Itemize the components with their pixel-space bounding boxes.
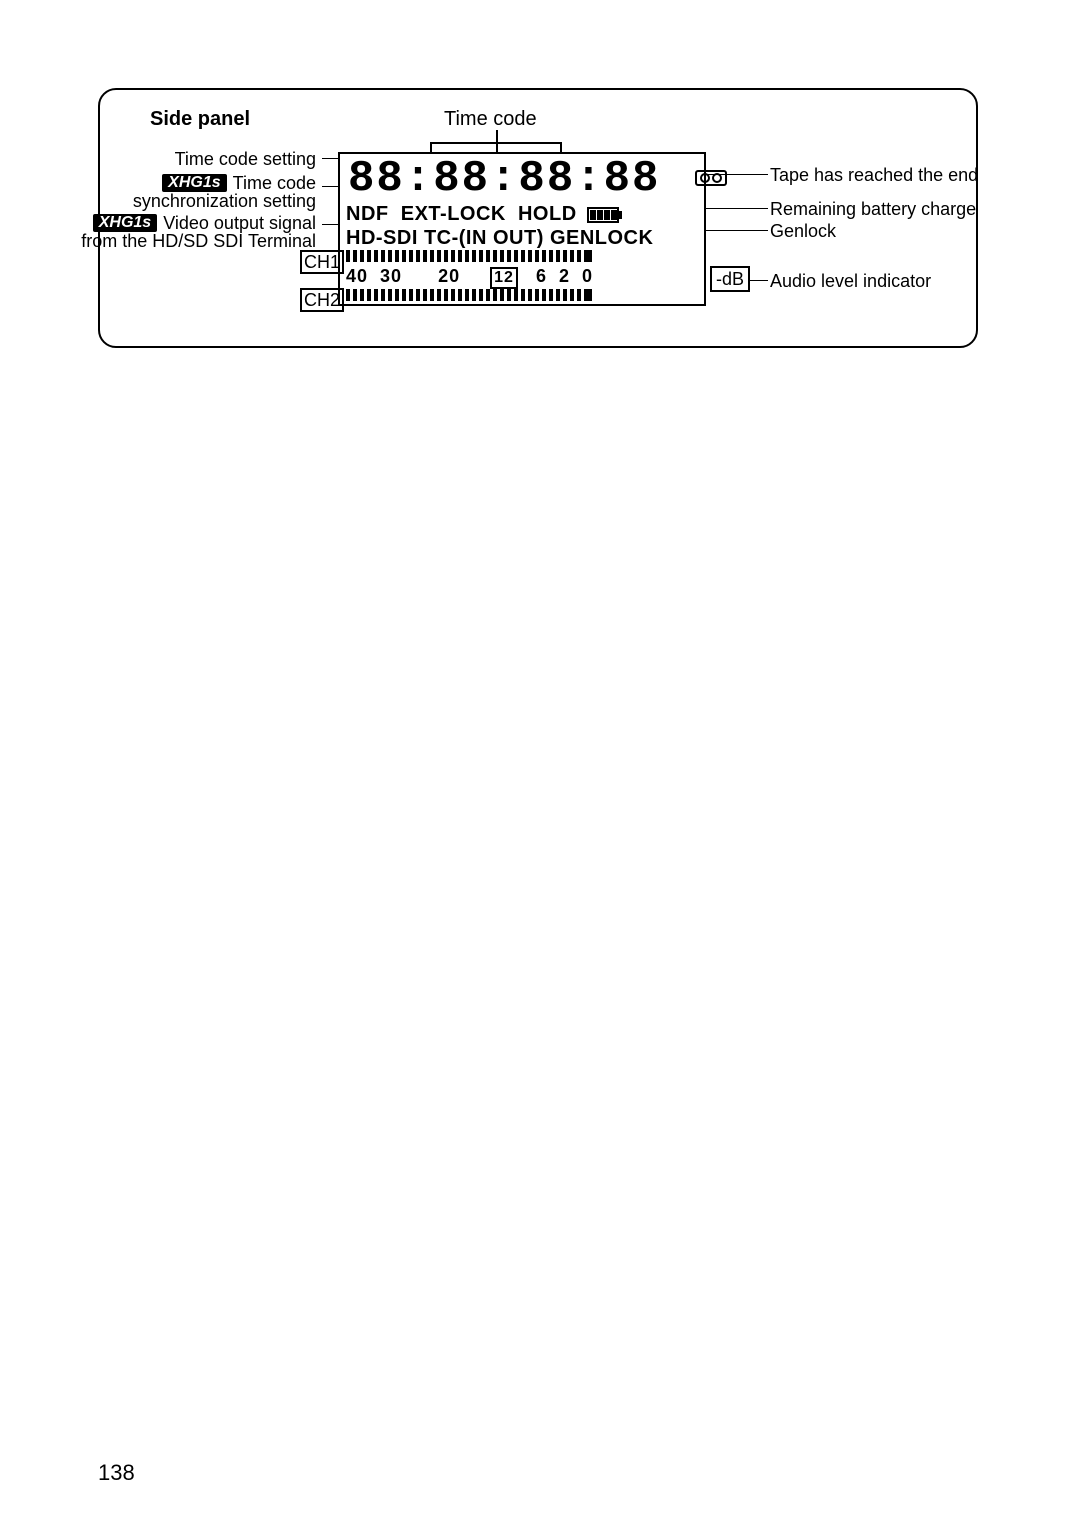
lcd-status-line2: HD-SDI TC-(IN OUT) GENLOCK — [340, 226, 704, 250]
lcd-display: 88:88:88:88 NDF EXT-LOCK HOLD — [338, 152, 706, 306]
leader-line — [322, 224, 340, 225]
leader-line — [322, 186, 340, 187]
leader-line — [430, 142, 432, 152]
audio-meter-ch1 — [340, 250, 704, 265]
label-timecode-setting: Time code setting — [175, 148, 316, 170]
label-video-out-line2: from the HD/SD SDI Terminal — [81, 230, 316, 252]
audio-scale: 40 30 20 12 6 2 0 — [340, 265, 704, 289]
lcd-status-line1: NDF EXT-LOCK HOLD — [340, 202, 704, 226]
label-tc-sync-line2: synchronization setting — [133, 190, 316, 212]
leader-line — [560, 142, 562, 152]
lcd-tc-inout: TC-(IN OUT) — [424, 227, 544, 249]
page-sheet: Side panel Time code Time code setting X… — [0, 0, 1080, 1526]
scale-0: 0 — [582, 266, 593, 286]
scale-6: 6 — [536, 266, 547, 286]
audio-meter-ch2 — [340, 289, 704, 304]
lcd-hold: HOLD — [518, 203, 577, 225]
page-number: 138 — [98, 1460, 135, 1486]
lcd-ndf: NDF — [346, 203, 389, 225]
scale-2: 2 — [559, 266, 570, 286]
leader-line — [748, 280, 768, 281]
lcd-hdsdi: HD-SDI — [346, 227, 418, 249]
side-panel-diagram: Side panel Time code Time code setting X… — [98, 88, 978, 348]
timecode-top-label: Time code — [444, 108, 537, 131]
lcd-timecode-digits: 88:88:88:88 — [340, 154, 704, 202]
scale-40: 40 — [346, 266, 368, 286]
leader-line — [322, 158, 340, 159]
leader-line — [706, 230, 768, 231]
battery-icon — [587, 207, 623, 223]
tape-end-icon — [695, 168, 727, 188]
leader-line — [496, 130, 498, 152]
label-battery: Remaining battery charge — [770, 198, 976, 220]
db-label: -dB — [710, 266, 750, 292]
scale-12-boxed: 12 — [490, 267, 518, 289]
lcd-timecode-value: 88:88:88:88 — [348, 154, 660, 204]
leader-line — [706, 174, 768, 175]
scale-30: 30 — [380, 266, 402, 286]
leader-line — [430, 142, 562, 144]
lcd-ext-lock: EXT-LOCK — [401, 203, 506, 225]
side-panel-title: Side panel — [150, 108, 250, 131]
leader-line — [706, 208, 768, 209]
label-tape-end: Tape has reached the end — [770, 164, 978, 186]
scale-20: 20 — [438, 266, 460, 286]
label-audio-level: Audio level indicator — [770, 270, 931, 292]
lcd-genlock: GENLOCK — [550, 227, 654, 249]
label-genlock: Genlock — [770, 220, 836, 242]
